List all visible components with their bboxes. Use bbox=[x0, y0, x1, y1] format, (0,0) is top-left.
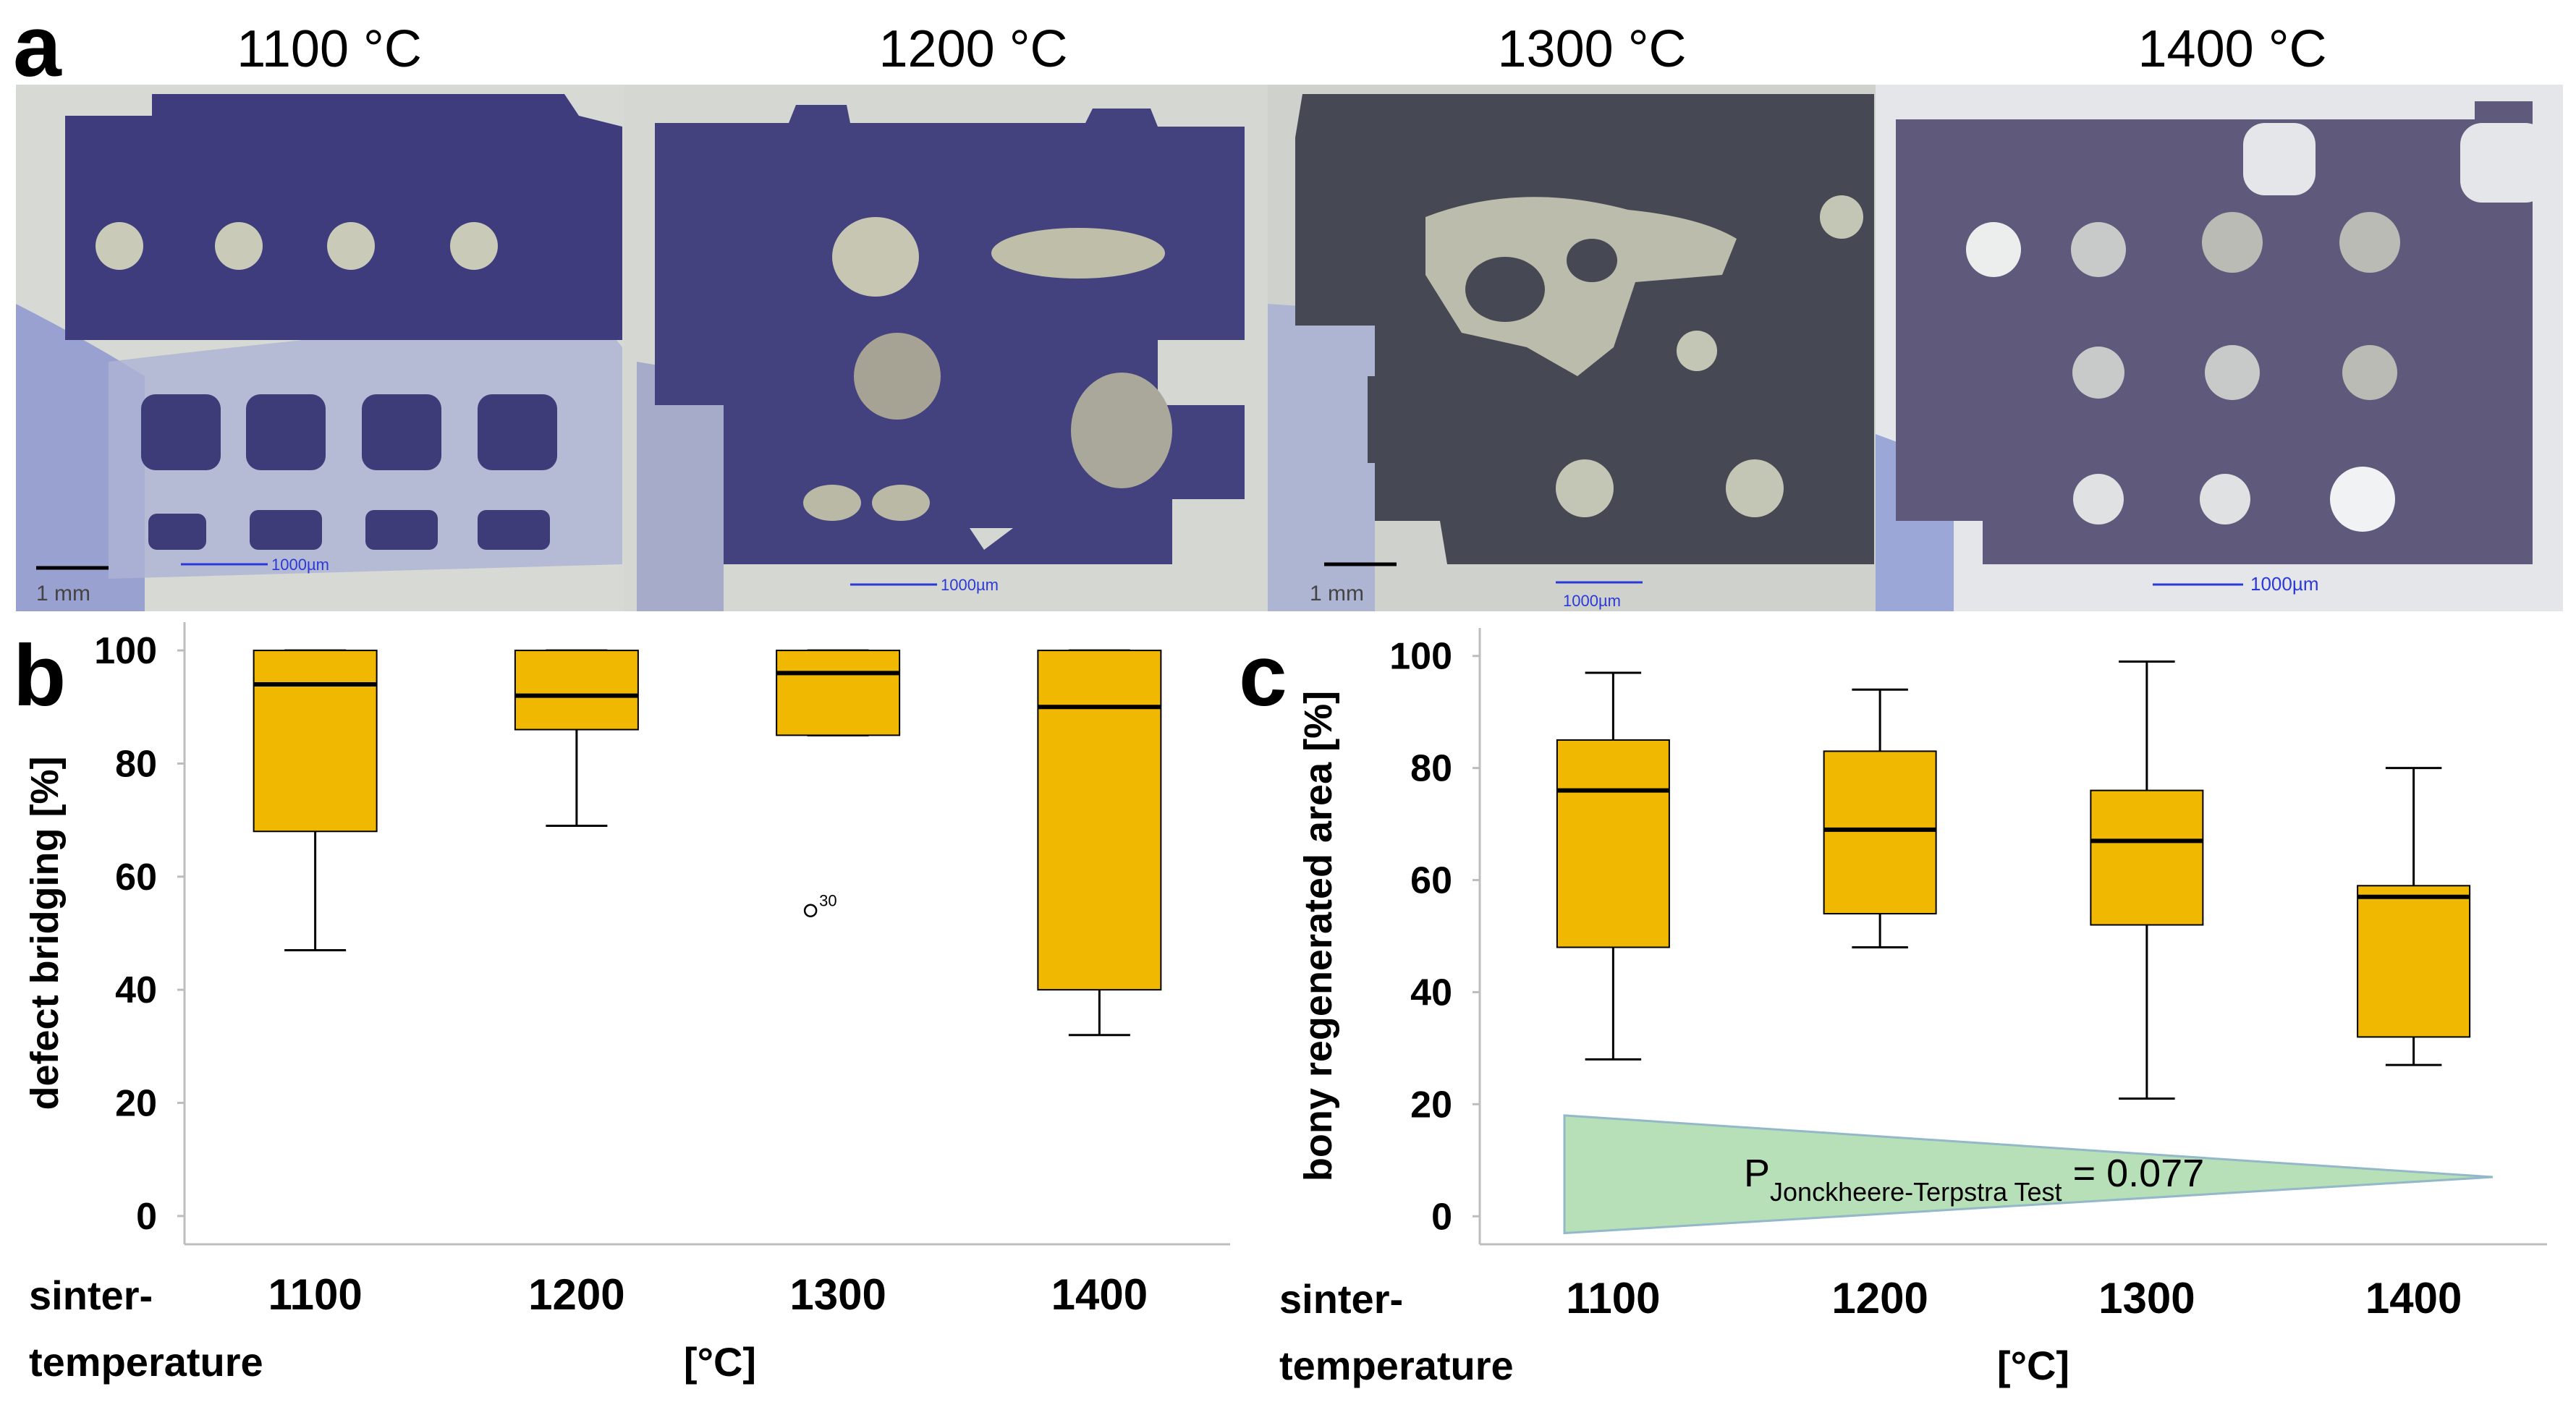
p-subscript: Jonckheere-Terpstra Test bbox=[1770, 1177, 2062, 1207]
x-tick-label: 1300 bbox=[2098, 1274, 2195, 1322]
trend-wedge bbox=[1563, 1114, 2494, 1235]
histology-section-1100 bbox=[16, 94, 622, 611]
box-1400 bbox=[1037, 650, 1162, 991]
histology-section-1200 bbox=[637, 105, 1245, 611]
y-tick-label: 80 bbox=[1410, 748, 1452, 790]
y-tick-label: 0 bbox=[136, 1196, 157, 1238]
outlier-label: 30 bbox=[819, 892, 836, 910]
x-axis-unit: [°C] bbox=[684, 1339, 756, 1385]
scale-label-1100-black: 1 mm bbox=[36, 582, 90, 606]
y-tick-label: 100 bbox=[94, 630, 157, 672]
y-tick-label: 40 bbox=[1410, 972, 1452, 1014]
scale-label-1100-blue: 1000µm bbox=[271, 556, 329, 574]
histology-section-1400 bbox=[1876, 101, 2547, 611]
x-tick-label: 1300 bbox=[789, 1270, 886, 1319]
y-tick-label: 60 bbox=[1410, 860, 1452, 902]
x-axis-label-temperature: temperature bbox=[1279, 1343, 1514, 1388]
panel-a-header-1300: 1300 °C bbox=[1498, 20, 1687, 78]
box-1400 bbox=[2357, 885, 2471, 1038]
scale-label-1200-blue: 1000µm bbox=[941, 576, 999, 594]
x-tick-label: 1400 bbox=[2365, 1274, 2462, 1322]
y-tick-label: 20 bbox=[1410, 1084, 1452, 1126]
x-tick-label: 1400 bbox=[1051, 1270, 1148, 1319]
histology-images bbox=[16, 85, 2563, 611]
x-axis-label-sinter: sinter- bbox=[29, 1273, 153, 1318]
histology-section-1300 bbox=[1268, 94, 1874, 611]
y-tick-label: 60 bbox=[115, 857, 157, 898]
y-tick-label: 80 bbox=[115, 743, 157, 785]
panel-a-header-1200: 1200 °C bbox=[879, 20, 1068, 78]
panel-a-header-1400: 1400 °C bbox=[2138, 20, 2327, 78]
scale-label-1300-blue: 1000µm bbox=[1563, 592, 1621, 610]
chart-b: 0 20 40 60 80 100 defect bridging [%] 30 1100 120… bbox=[23, 622, 1230, 1385]
panel-b-letter: b bbox=[13, 627, 66, 724]
y-tick-label: 100 bbox=[1389, 636, 1452, 678]
panel-c-letter: c bbox=[1239, 627, 1287, 724]
scale-bars bbox=[36, 562, 2243, 586]
box-1100 bbox=[1556, 739, 1670, 948]
box-1200 bbox=[1823, 750, 1937, 915]
p-value: = 0.077 bbox=[2062, 1152, 2205, 1195]
x-axis-label-temperature: temperature bbox=[29, 1339, 263, 1385]
y-axis-label: defect bridging [%] bbox=[23, 757, 67, 1110]
panel-a-header-1100: 1100 °C bbox=[237, 20, 422, 78]
box-1100 bbox=[253, 650, 378, 833]
x-axis-unit: [°C] bbox=[1997, 1343, 2069, 1388]
outlier-point bbox=[803, 904, 818, 917]
y-tick-label: 20 bbox=[115, 1083, 157, 1125]
y-tick-label: 0 bbox=[1431, 1196, 1452, 1238]
x-tick-label: 1200 bbox=[1831, 1274, 1928, 1322]
p-symbol: P bbox=[1744, 1152, 1770, 1195]
box-1200 bbox=[514, 650, 639, 731]
box-1300 bbox=[2090, 789, 2204, 926]
box-1300 bbox=[776, 650, 901, 736]
chart-c: 0 20 40 60 80 100 bony regenerated area [%] PJo… bbox=[1279, 628, 2547, 1388]
x-axis-label-sinter: sinter- bbox=[1279, 1276, 1403, 1322]
y-axis-label: bony regenerated area [%] bbox=[1297, 691, 1340, 1181]
x-tick-label: 1100 bbox=[268, 1270, 363, 1319]
scale-label-1300-black: 1 mm bbox=[1310, 582, 1364, 606]
panel-a-letter: a bbox=[13, 0, 62, 95]
p-value-annotation: PJonckheere-Terpstra Test = 0.077 bbox=[1744, 1152, 2204, 1207]
x-tick-label: 1100 bbox=[1566, 1274, 1660, 1322]
y-tick-label: 40 bbox=[115, 969, 157, 1011]
x-tick-label: 1200 bbox=[528, 1270, 624, 1319]
scale-label-1400-blue: 1000µm bbox=[2250, 573, 2318, 595]
